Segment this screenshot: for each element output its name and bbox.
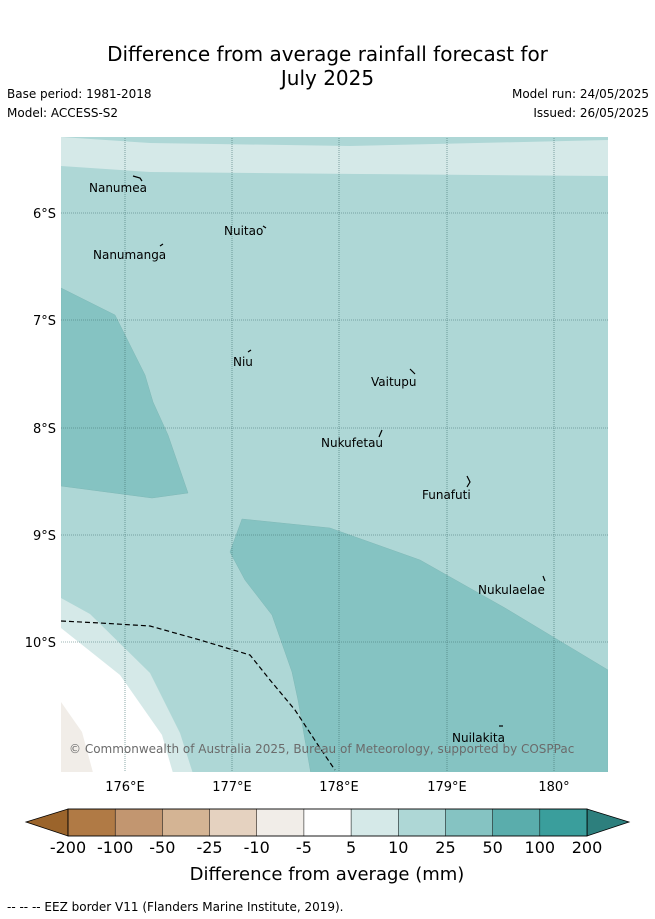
colorbar-swatch <box>303 808 352 837</box>
island-label-nukufetau: Nukufetau <box>321 436 383 450</box>
lon-label-176e: 176°E <box>105 780 145 795</box>
eez-border <box>61 620 336 771</box>
graticule <box>61 137 608 772</box>
colorbar-tick-label: 50 <box>482 838 502 857</box>
colorbar: -200 -100 -50 -25 -10 -5 5 10 25 50 100 200 Differe… <box>24 808 631 885</box>
colorbar-tick-label: 25 <box>435 838 455 857</box>
island-label-nukulaelae: Nukulaelae <box>478 583 545 597</box>
colorbar-swatches <box>67 808 588 837</box>
map-area: Nanumea Nuitao Nanumanga Niu Vaitupu Nuk… <box>61 137 608 772</box>
model-name: Model: ACCESS-S2 <box>7 106 119 120</box>
island-label-nanumea: Nanumea <box>89 181 147 195</box>
band-neutral-southwest <box>61 628 173 772</box>
band-5-10-north <box>61 137 608 176</box>
island-label-nuilakita: Nuilakita <box>452 731 505 745</box>
colorbar-high-extend <box>586 808 631 837</box>
colorbar-swatch <box>256 808 305 837</box>
colorbar-swatch <box>209 808 258 837</box>
colorbar-tick-labels: -200 -100 -50 -25 -10 -5 5 10 25 50 100 200 <box>50 838 602 857</box>
funafuti-island-icon <box>466 475 471 488</box>
model-run: Model run: 24/05/2025 <box>511 87 649 101</box>
nanumanga-island-icon <box>159 243 164 247</box>
colorbar-swatch <box>350 808 399 837</box>
vaitupu-island-icon <box>409 368 416 375</box>
colorbar-swatch <box>67 808 116 837</box>
island-label-nuitao: Nuitao <box>224 224 263 238</box>
colorbar-swatch <box>398 808 447 837</box>
island-label-vaitupu: Vaitupu <box>371 375 417 389</box>
lat-label-10s: 10°S <box>25 636 56 651</box>
copyright-notice: © Commonwealth of Australia 2025, Bureau… <box>69 742 574 756</box>
nanumea-island-icon <box>132 175 143 182</box>
colorbar-low-extend <box>24 808 69 837</box>
colorbar-tick-label: -5 <box>296 838 312 857</box>
colorbar-tick-label: -10 <box>244 838 270 857</box>
lon-label-177e: 177°E <box>212 780 252 795</box>
lat-label-6s: 6°S <box>33 207 56 222</box>
colorbar-tick-label: -25 <box>196 838 222 857</box>
island-label-niu: Niu <box>233 355 253 369</box>
lon-label-180: 180° <box>538 780 569 795</box>
colorbar-swatch <box>162 808 211 837</box>
band-minus-southwest <box>61 702 93 772</box>
colorbar-swatch <box>539 808 588 837</box>
longitude-labels: 176°E 177°E 178°E 179°E 180° <box>105 780 569 795</box>
colorbar-tick-label: -50 <box>149 838 175 857</box>
colorbar-tick-label: 200 <box>572 838 603 857</box>
colorbar-tick-label: -200 <box>50 838 86 857</box>
colorbar-tick-label: 100 <box>525 838 556 857</box>
colorbar-tick-label: -100 <box>97 838 133 857</box>
lon-label-179e: 179°E <box>427 780 467 795</box>
base-period: Base period: 1981-2018 <box>7 87 152 101</box>
nukufetau-island-icon <box>378 429 383 438</box>
lat-label-7s: 7°S <box>33 314 56 329</box>
niu-island-icon <box>247 349 252 353</box>
nukulaelae-island-icon <box>542 575 546 582</box>
island-outlines <box>132 175 546 727</box>
lat-label-8s: 8°S <box>33 422 56 437</box>
island-label-nanumanga: Nanumanga <box>93 248 166 262</box>
colorbar-swatch <box>492 808 541 837</box>
title-line-2: July 2025 <box>280 66 375 90</box>
colorbar-frame <box>67 808 588 837</box>
island-label-funafuti: Funafuti <box>422 488 471 502</box>
nuitao-island-icon <box>262 225 267 229</box>
issued-date: Issued: 26/05/2025 <box>533 106 649 120</box>
band-25-50-southeast <box>229 518 608 772</box>
title-line-1: Difference from average rainfall forecas… <box>107 42 548 66</box>
eez-legend-note: -- -- -- EEZ border V11 (Flanders Marine… <box>7 900 344 914</box>
colorbar-tick-label: 5 <box>346 838 356 857</box>
colorbar-title: Difference from average (mm) <box>190 864 465 885</box>
lon-label-178e: 178°E <box>319 780 359 795</box>
colorbar-swatch <box>114 808 163 837</box>
colorbar-swatch <box>445 808 494 837</box>
colorbar-tick-label: 10 <box>388 838 408 857</box>
latitude-labels: 6°S 7°S 8°S 9°S 10°S <box>25 207 56 651</box>
island-labels: Nanumea Nuitao Nanumanga Niu Vaitupu Nuk… <box>89 181 545 745</box>
lat-label-9s: 9°S <box>33 529 56 544</box>
